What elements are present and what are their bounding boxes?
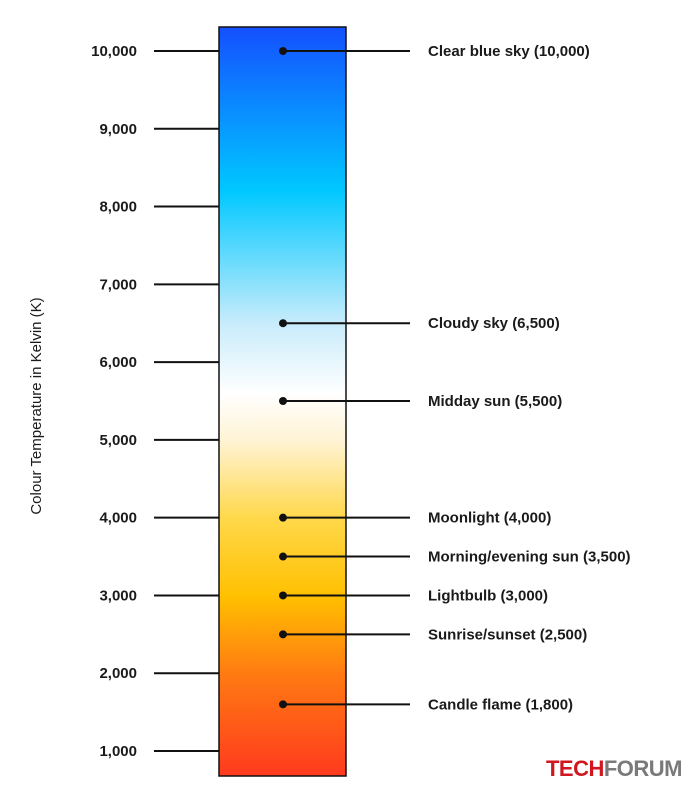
annotation-marker-0 [279,47,287,55]
annotation-marker-1 [279,319,287,328]
y-tick-label-1000: 1,000 [99,743,137,760]
annotation-label-2: Midday sun (5,500) [428,393,562,410]
y-tick-label-8000: 8,000 [99,199,137,216]
y-tick-label-7000: 7,000 [99,276,137,293]
annotation-label-6: Sunrise/sunset (2,500) [428,626,587,643]
y-tick-label-3000: 3,000 [99,587,137,604]
y-tick-label-6000: 6,000 [99,354,137,371]
annotation-marker-2 [279,397,287,405]
y-axis-ticks: 1,000 2,000 3,000 4,000 5,000 6,000 7,000 8,000… [91,43,219,760]
annotation-label-3: Moonlight (4,000) [428,510,551,527]
y-tick-label-5000: 5,000 [99,432,137,449]
annotation-marker-4 [279,552,287,561]
annotation-marker-7 [279,700,287,709]
y-tick-label-4000: 4,000 [99,510,137,527]
annotation-label-7: Candle flame (1,800) [428,696,573,713]
y-axis-title: Colour Temperature in Kelvin (K) [28,297,45,514]
annotation-label-1: Cloudy sky (6,500) [428,315,560,332]
watermark-part-tech: TECH [545,756,604,781]
y-tick-label-10000: 10,000 [91,43,137,60]
y-tick-label-2000: 2,000 [99,665,137,682]
annotation-marker-6 [279,630,287,639]
techforum-watermark-logo: TECHFORUM [545,756,683,781]
annotation-marker-5 [279,591,287,600]
annotations: Clear blue sky (10,000) Cloudy sky (6,500… [279,43,631,713]
watermark-part-forum: FORUM [603,756,683,781]
annotation-marker-3 [279,513,287,522]
annotation-label-0: Clear blue sky (10,000) [428,43,590,60]
annotation-label-5: Lightbulb (3,000) [428,587,548,604]
annotation-label-4: Morning/evening sun (3,500) [428,549,631,566]
y-tick-label-9000: 9,000 [99,121,137,138]
